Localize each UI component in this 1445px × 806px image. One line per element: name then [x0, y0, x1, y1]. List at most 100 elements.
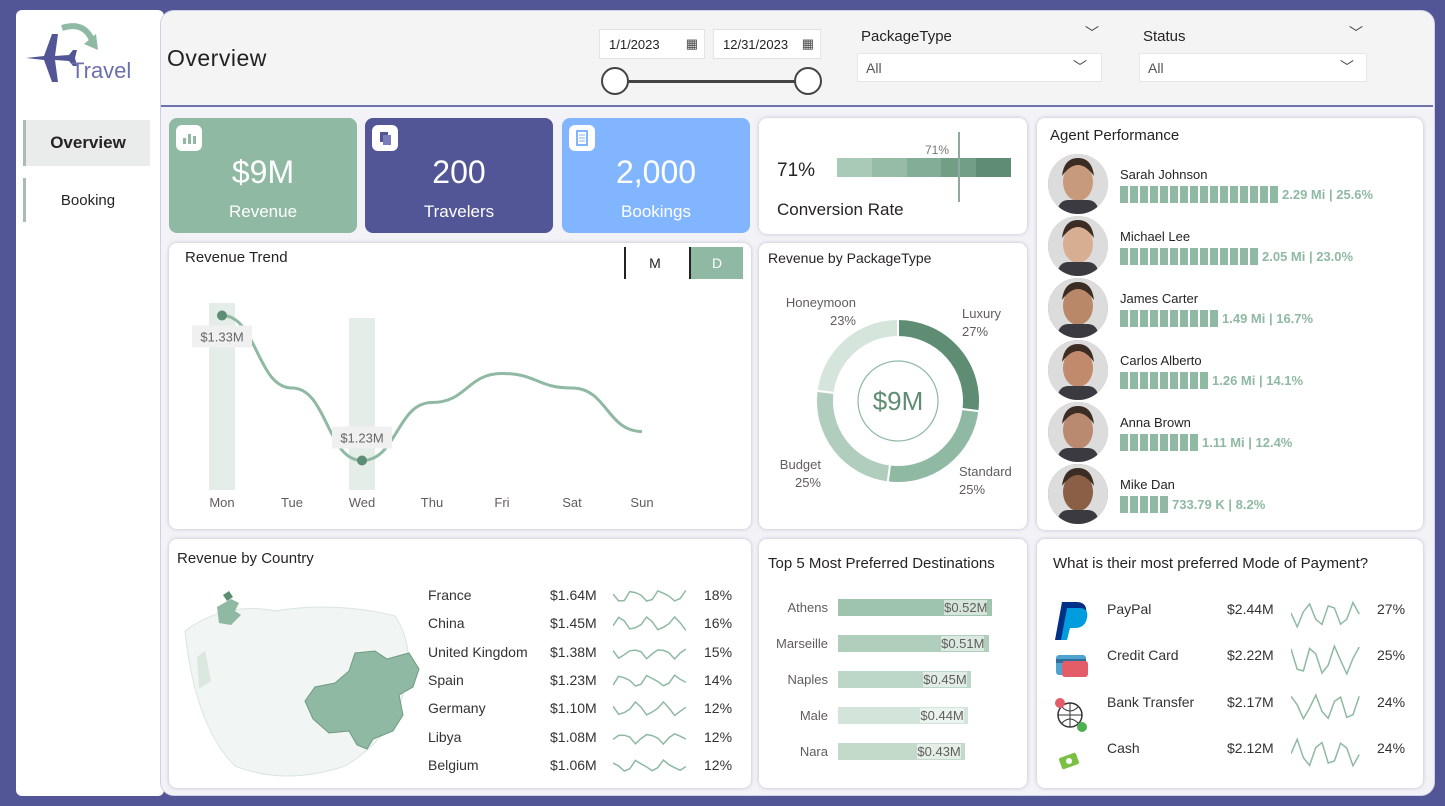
kpi-bookings-value: 2,000 — [615, 154, 697, 190]
agent-bar: 1.26 Mi | 14.1% — [1120, 372, 1303, 389]
agent-bar-segment — [1120, 496, 1128, 513]
date-end-input[interactable]: 12/31/2023 ▦ — [713, 29, 821, 59]
kpi-travelers-label: Travelers — [423, 202, 495, 221]
revenue-by-package-chart: Luxury 27% Standard 25% Budget 25% Honeymoon 23… — [780, 295, 1012, 497]
trend-x-tick: Sat — [562, 495, 582, 510]
avatar — [1048, 154, 1108, 214]
trend-x-tick: Wed — [349, 495, 376, 510]
status-dropdown[interactable]: All ﹀ — [1139, 53, 1367, 82]
calendar-icon[interactable]: ▦ — [685, 36, 698, 51]
payment-method: Credit Card — [1107, 647, 1179, 664]
agent-bar-segment — [1140, 434, 1148, 451]
agent-bar-segment — [1180, 310, 1188, 327]
agent-bar-segment — [1190, 372, 1198, 389]
date-end-value: 12/31/2023 — [723, 36, 789, 52]
destination-value: $0.52M — [944, 600, 988, 615]
donut-slice-name: Standard — [959, 464, 1012, 479]
status-label: Status — [1143, 28, 1186, 45]
agent-bar-segment — [1160, 186, 1168, 203]
package-type-dropdown[interactable]: All ﹀ — [857, 53, 1102, 82]
agent-bar-segment — [1150, 248, 1158, 265]
agent-bar-segment — [1170, 434, 1178, 451]
agent-bar-segment — [1210, 310, 1218, 327]
agent-bar-segment — [1120, 372, 1128, 389]
trend-data-label: $1.33M — [200, 330, 243, 345]
donut-slice-pct: 23% — [830, 313, 856, 328]
country-revenue: $1.38M — [550, 643, 597, 660]
donut-slice-name: Luxury — [962, 306, 1002, 321]
agent-bar-segment — [1120, 434, 1128, 451]
agent-bar-segment — [1200, 310, 1208, 327]
agent-bar-segment — [1140, 372, 1148, 389]
agent-bar-segment — [1150, 310, 1158, 327]
cash-icon — [1052, 747, 1092, 782]
logo-text: Travel — [71, 58, 132, 83]
destination-value: $0.44M — [920, 708, 964, 723]
nav-booking[interactable]: Booking — [23, 178, 150, 222]
chevron-down-icon[interactable]: ﹀ — [1349, 25, 1363, 41]
agent-bar-segment — [1130, 372, 1138, 389]
nav-overview-label: Overview — [50, 133, 126, 152]
agent-bar-segment — [1190, 248, 1198, 265]
agent-bar-segment — [1160, 372, 1168, 389]
date-start-value: 1/1/2023 — [609, 36, 660, 52]
agent-bar-segment — [1120, 186, 1128, 203]
date-slider-track[interactable] — [615, 80, 809, 83]
country-name: Libya — [428, 728, 462, 745]
payment-sparkline — [1290, 734, 1363, 774]
destination-name: Athens — [787, 600, 828, 615]
agent-bar-segment — [1180, 372, 1188, 389]
agent-bar-segment — [1230, 186, 1238, 203]
agent-bar-segment — [1130, 248, 1138, 265]
paypal-icon — [1052, 598, 1092, 647]
avatar — [1048, 340, 1108, 400]
country-pct: 12% — [704, 756, 733, 773]
country-name: China — [428, 615, 465, 632]
agent-bar-segment — [1220, 248, 1228, 265]
conversion-rate-value: 71% — [777, 160, 816, 181]
agent-bar-segment — [1230, 248, 1238, 265]
agent-bar-segment — [1190, 434, 1198, 451]
nav-overview[interactable]: Overview — [23, 120, 150, 166]
date-start-input[interactable]: 1/1/2023 ▦ — [599, 29, 705, 59]
agent-name: Mike Dan — [1120, 477, 1175, 492]
country-sparkline — [612, 698, 689, 720]
date-slider-start-handle[interactable] — [601, 67, 629, 95]
agent-bar-segment — [1200, 248, 1208, 265]
header: Overview 1/1/2023 ▦ 12/31/2023 ▦ Package… — [161, 11, 1433, 107]
country-sparkline — [612, 585, 689, 607]
agent-bar: 2.05 Mi | 23.0% — [1120, 248, 1353, 265]
agent-bar-segment — [1250, 186, 1258, 203]
calendar-icon[interactable]: ▦ — [801, 36, 814, 51]
agent-bar-segment — [1130, 310, 1138, 327]
donut-center-ring — [857, 360, 939, 442]
chevron-down-icon[interactable]: ﹀ — [1085, 25, 1099, 41]
destination-name: Marseille — [775, 636, 828, 651]
revenue-by-package-title: Revenue by PackageType — [768, 250, 932, 266]
country-pct: 15% — [704, 643, 733, 660]
agent-bar-segment — [1140, 496, 1148, 513]
agent-value: 1.49 Mi | 16.7% — [1222, 311, 1314, 326]
date-slider-end-handle[interactable] — [794, 67, 822, 95]
toggle-day-button[interactable]: D — [689, 247, 743, 279]
avatar — [1048, 402, 1108, 462]
revenue-by-package-card: Revenue by PackageType Luxury 27% Standard… — [759, 243, 1027, 529]
bookings-icon — [569, 125, 595, 151]
agent-bar-segment — [1160, 496, 1168, 513]
conversion-target-line — [958, 132, 960, 202]
payment-sparkline — [1290, 595, 1363, 635]
destination-value: $0.51M — [941, 636, 985, 651]
payment-method: PayPal — [1107, 601, 1152, 617]
agent-bar-segment — [1180, 248, 1188, 265]
agent-bar-segment — [1120, 248, 1128, 265]
country-pct: 12% — [704, 728, 733, 745]
payment-pct: 25% — [1377, 647, 1406, 664]
avatar — [1048, 278, 1108, 338]
payment-method: Bank Transfer — [1107, 693, 1195, 710]
nav-booking-label: Booking — [60, 191, 116, 209]
kpi-bookings-label: Bookings — [621, 202, 691, 221]
donut-slice[interactable] — [815, 317, 899, 395]
toggle-month-button[interactable]: M — [624, 247, 684, 279]
agent-bar-segment — [1140, 248, 1148, 265]
payment-amount: $2.44M — [1227, 601, 1274, 617]
